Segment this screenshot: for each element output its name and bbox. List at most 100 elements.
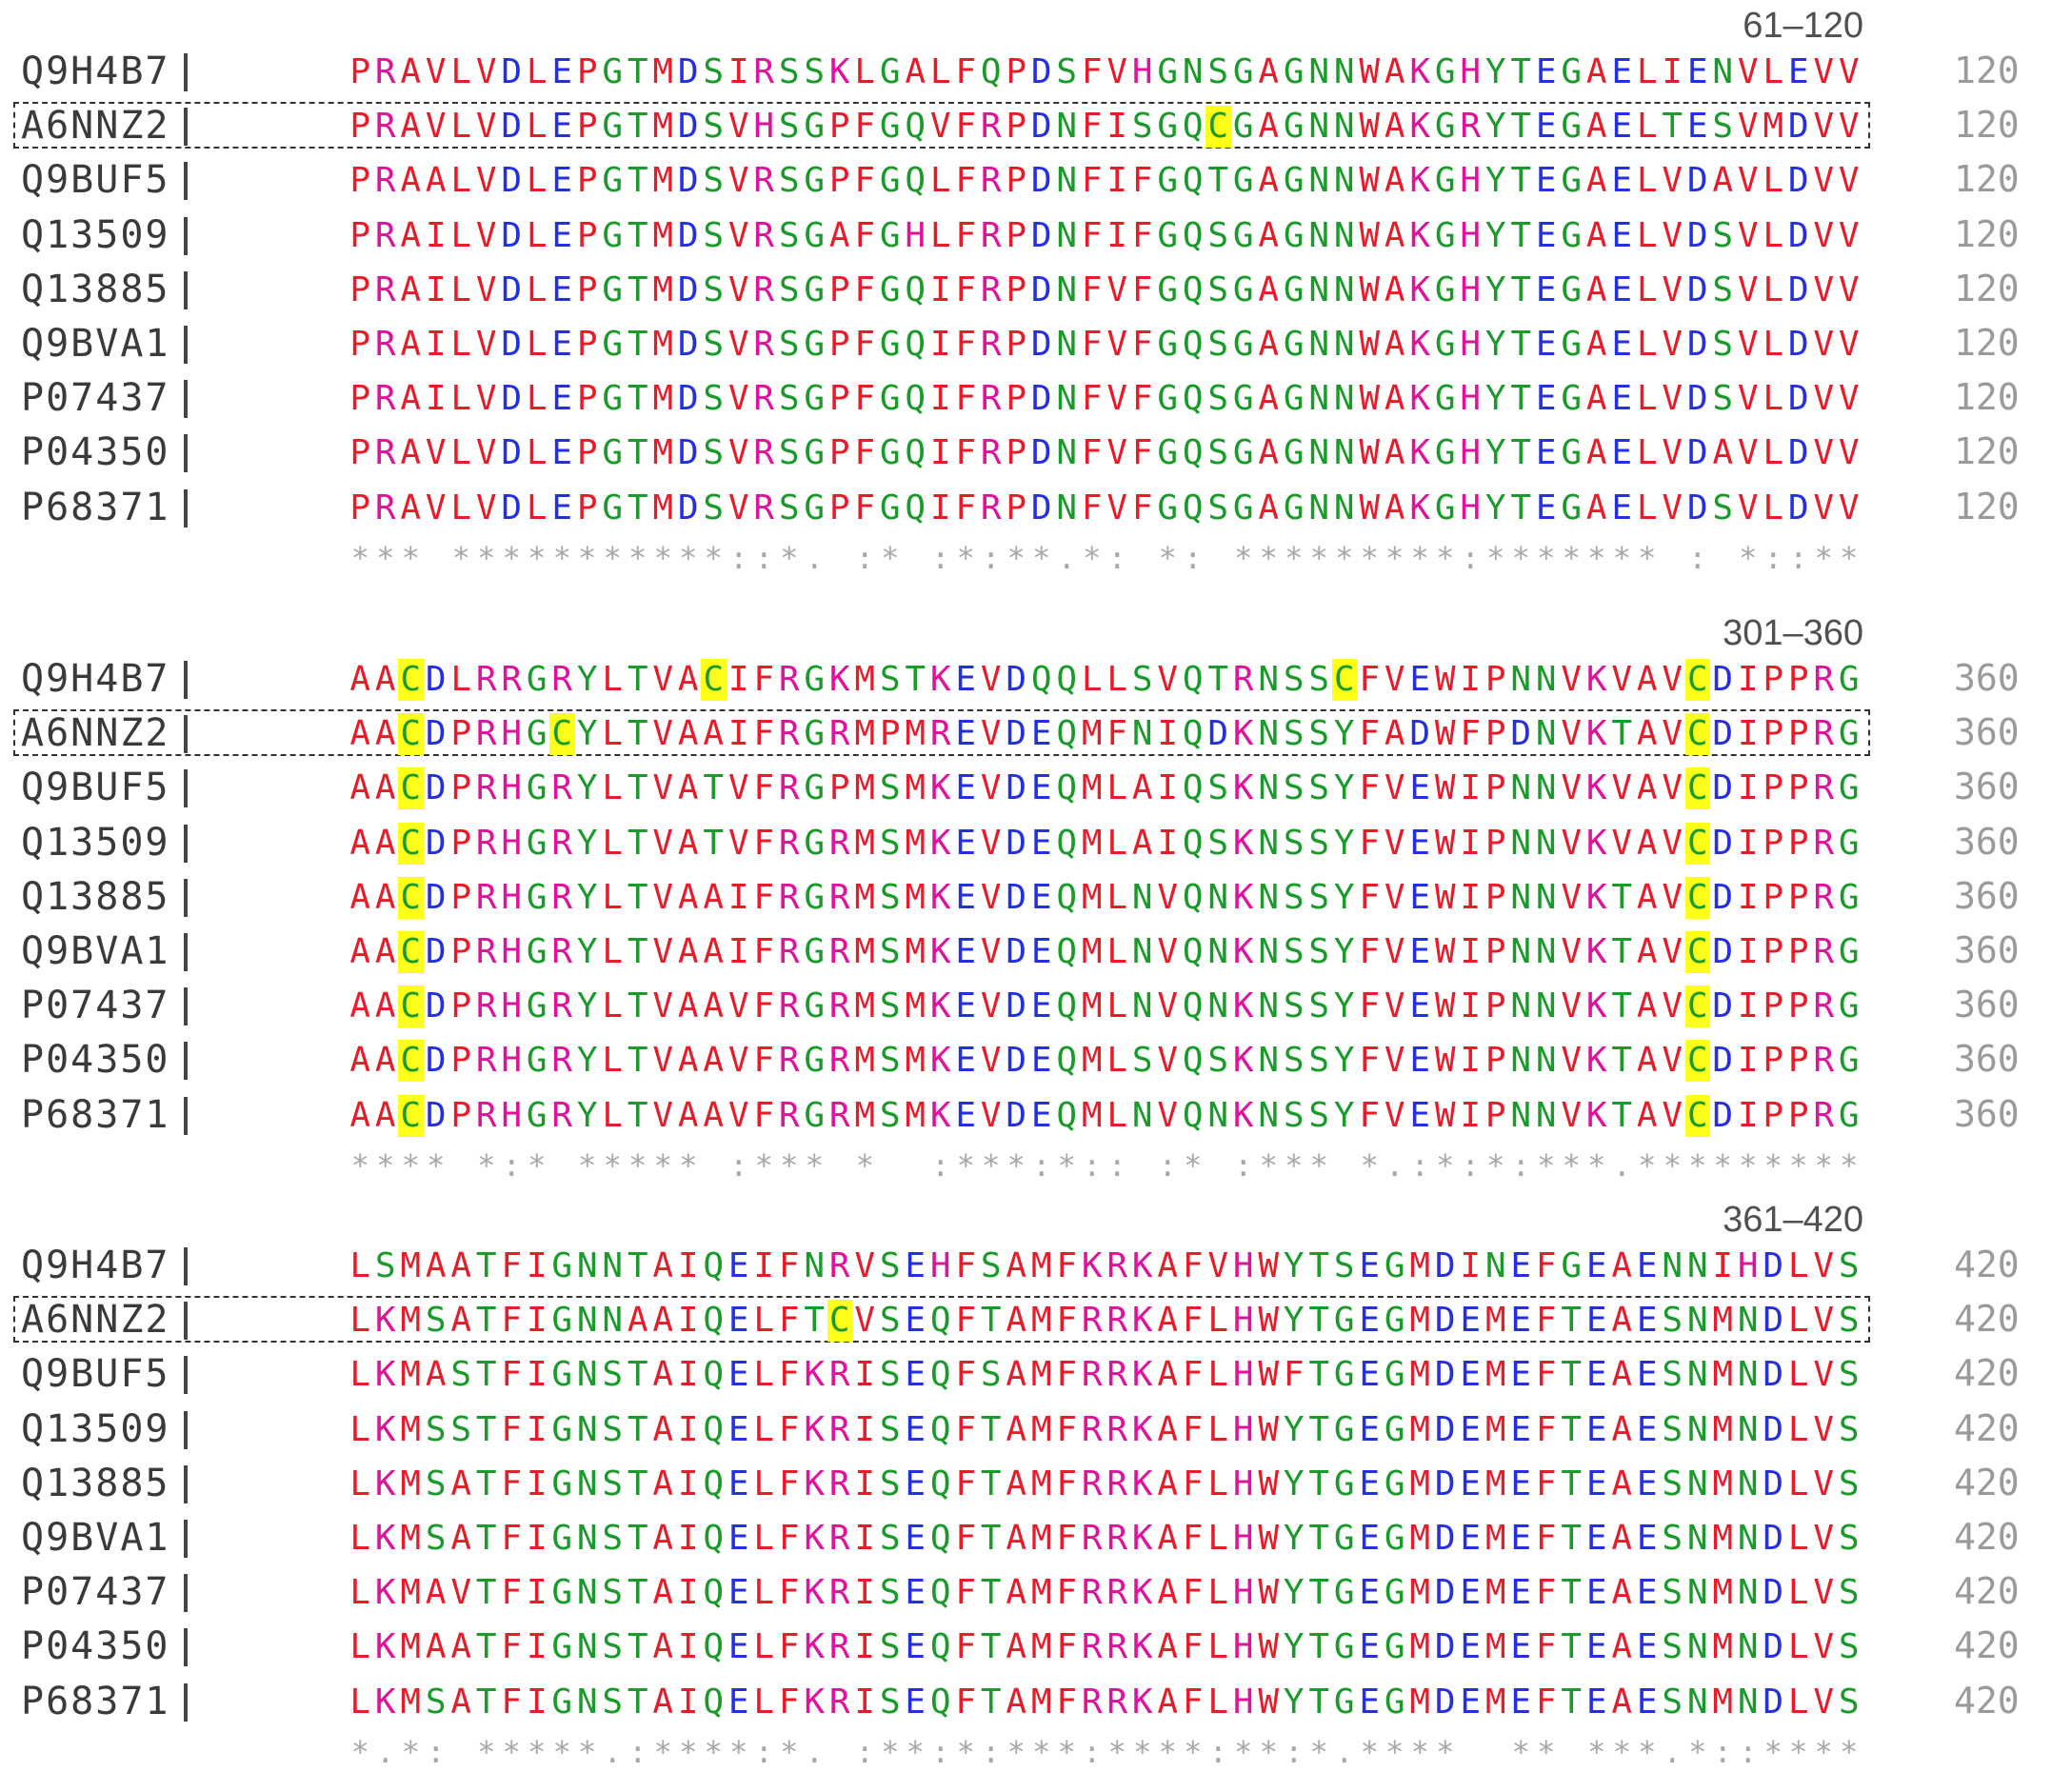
- conservation-symbol: *: [780, 539, 799, 576]
- sequence-row: Q13509 L K M S S T F I G N S T A I Q E L F K R I S E Q F T A M F R R K A F…: [0, 1404, 2052, 1458]
- residue: V: [1384, 768, 1405, 808]
- residue: G: [1333, 1573, 1355, 1613]
- residue: R: [753, 488, 775, 528]
- residue: G: [804, 877, 826, 917]
- residue: D: [677, 379, 699, 419]
- residue: K: [1232, 1041, 1254, 1081]
- residue: R: [753, 269, 775, 309]
- residue: Q: [1182, 161, 1204, 201]
- residue: A: [1258, 325, 1280, 364]
- residue: W: [1359, 269, 1381, 309]
- residue: S: [1207, 215, 1229, 255]
- conservation-symbol: *: [1638, 1146, 1657, 1184]
- residue: N: [1737, 1463, 1759, 1503]
- residue: R: [828, 1519, 850, 1558]
- residue: V: [1662, 823, 1683, 863]
- residue: C: [1684, 876, 1710, 919]
- residue: D: [1712, 660, 1734, 699]
- residue: R: [1106, 1519, 1128, 1558]
- residue: L: [1207, 1627, 1229, 1667]
- residue: P: [1763, 1041, 1784, 1081]
- residue: M: [905, 932, 926, 971]
- conservation-symbol: .: [376, 1733, 395, 1770]
- residue: G: [1838, 932, 1860, 971]
- residue: C: [398, 1094, 424, 1137]
- conservation-symbol: :: [628, 1733, 647, 1770]
- residue: R: [828, 986, 850, 1026]
- residue: D: [1763, 1519, 1784, 1558]
- residue: D: [1712, 1095, 1734, 1135]
- residue: V: [1813, 107, 1835, 147]
- residue: A: [652, 1355, 674, 1395]
- residue: V: [1838, 433, 1860, 473]
- residue: P: [1763, 986, 1784, 1026]
- residue: V: [1157, 877, 1179, 917]
- residue: V: [727, 488, 749, 528]
- residue: V: [450, 1573, 472, 1613]
- residue: G: [1157, 52, 1179, 91]
- residue: F: [1535, 1519, 1557, 1558]
- residue: G: [1838, 1095, 1860, 1135]
- residue: I: [526, 1409, 548, 1449]
- residue: F: [753, 932, 775, 971]
- conservation-symbol: *: [679, 1733, 698, 1770]
- residue: V: [1384, 986, 1405, 1026]
- residue: D: [425, 932, 447, 971]
- residue: S: [602, 1573, 624, 1613]
- conservation-symbol: *: [1638, 539, 1657, 576]
- residue: R: [1813, 660, 1835, 699]
- residue: V: [1561, 768, 1583, 808]
- accession-label: A6NNZ2: [21, 711, 170, 756]
- residue: T: [627, 1463, 648, 1503]
- sequence-row: Q13885 A A C D P R H G R Y L T V A A I F R G R M S M K E V D E Q M L N V Q…: [0, 871, 2052, 926]
- residue: R: [753, 161, 775, 201]
- residue: F: [1182, 1463, 1204, 1503]
- residue: V: [1561, 1095, 1583, 1135]
- residue: G: [602, 379, 624, 419]
- residue: N: [1737, 1682, 1759, 1722]
- residue: T: [1510, 215, 1532, 255]
- conservation-symbol: *: [1234, 1733, 1253, 1770]
- residue: R: [778, 877, 800, 917]
- accession-label: Q9BUF5: [21, 766, 170, 810]
- residue: Q: [905, 325, 926, 364]
- residue: K: [1585, 986, 1607, 1026]
- residue: E: [1030, 986, 1052, 1026]
- residue: R: [828, 823, 850, 863]
- conservation-line: *. *: * * * * *.: * * * *: *. : * *: *: * * *: * * * *: * *: *.…: [348, 1734, 1862, 1772]
- residue: D: [1712, 714, 1734, 754]
- residue: A: [703, 932, 725, 971]
- residue: D: [1030, 52, 1052, 91]
- residue: F: [1460, 714, 1482, 754]
- residue: F: [1081, 161, 1103, 201]
- residue: C: [1684, 713, 1710, 756]
- residue: Y: [576, 1095, 598, 1135]
- residue: E: [1359, 1301, 1381, 1341]
- conservation-symbol: *: [1158, 539, 1177, 576]
- residue: G: [1232, 488, 1254, 528]
- residue: V: [1106, 52, 1128, 91]
- residue: Y: [576, 877, 598, 917]
- residue: M: [1081, 1041, 1103, 1081]
- residue: H: [1232, 1463, 1254, 1503]
- residue: T: [1308, 1573, 1330, 1613]
- residue: D: [501, 107, 523, 147]
- residue: R: [475, 932, 497, 971]
- residue: T: [627, 215, 648, 255]
- conservation-symbol: *: [956, 1146, 975, 1184]
- residue: R: [1813, 1095, 1835, 1135]
- residue: D: [677, 215, 699, 255]
- residue: G: [804, 107, 826, 147]
- residue: Q: [1182, 107, 1204, 147]
- residue: T: [627, 1519, 648, 1558]
- residue: Q: [905, 379, 926, 419]
- conservation-symbol: *: [1486, 539, 1505, 576]
- residue: F: [778, 1573, 800, 1613]
- residue: D: [425, 714, 447, 754]
- residue: V: [980, 932, 1002, 971]
- residue: H: [1460, 433, 1482, 473]
- residue: E: [955, 1041, 977, 1081]
